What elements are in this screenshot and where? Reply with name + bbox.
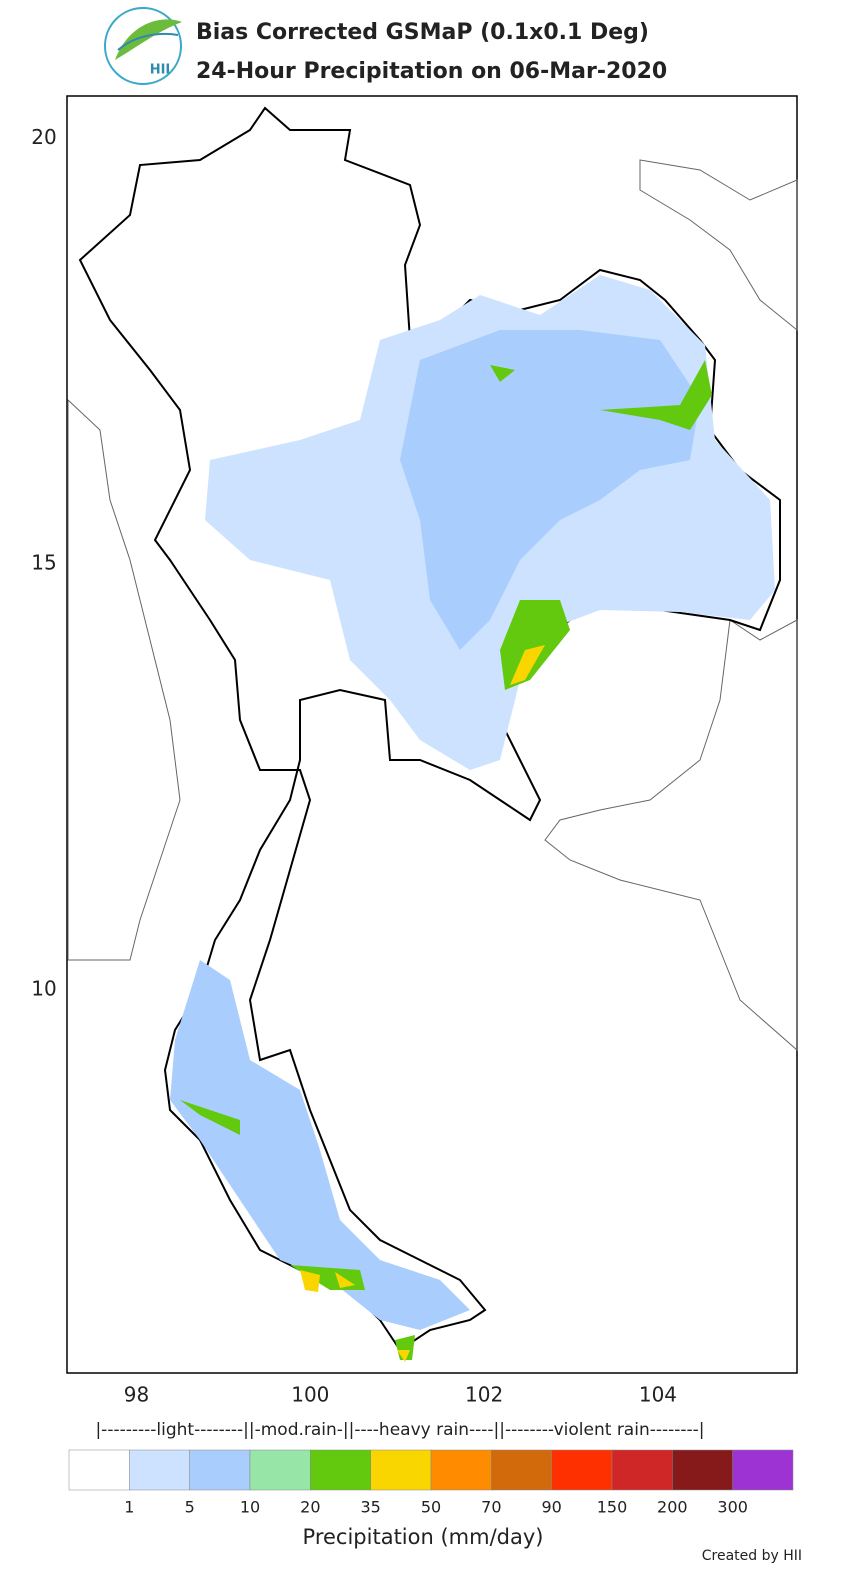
colorbar-box bbox=[551, 1449, 613, 1491]
colorbar-box bbox=[430, 1449, 492, 1491]
colorbar-tick-label: 20 bbox=[300, 1498, 320, 1517]
colorbar-box bbox=[370, 1449, 432, 1491]
colorbar-tick-label: 90 bbox=[541, 1498, 561, 1517]
y-tick-label: 10 bbox=[31, 976, 56, 1000]
colorbar-tick-label: 35 bbox=[360, 1498, 380, 1517]
colorbar-box bbox=[672, 1449, 733, 1491]
y-tick-label: 20 bbox=[31, 125, 56, 149]
colorbar-box bbox=[189, 1449, 251, 1491]
colorbar-label: Precipitation (mm/day) bbox=[303, 1525, 544, 1549]
y-tick-label: 15 bbox=[31, 551, 56, 575]
colorbar-box bbox=[68, 1449, 130, 1491]
chart-subtitle: 24-Hour Precipitation on 06-Mar-2020 bbox=[196, 59, 667, 84]
colorbar-box bbox=[310, 1449, 371, 1491]
logo-ring bbox=[104, 7, 182, 85]
colorbar-tick-label: 50 bbox=[421, 1498, 441, 1517]
map-body bbox=[67, 106, 798, 1362]
colorbar-box bbox=[732, 1449, 794, 1491]
x-tick-label: 104 bbox=[639, 1383, 677, 1407]
credit: Created by HII bbox=[702, 1548, 802, 1564]
colorbar-tick-label: 10 bbox=[240, 1498, 260, 1517]
x-tick-label: 98 bbox=[124, 1383, 149, 1407]
chart-title: Bias Corrected GSMaP (0.1x0.1 Deg) bbox=[196, 20, 649, 45]
colorbar-box bbox=[249, 1449, 311, 1491]
colorbar-tick-label: 1 bbox=[124, 1498, 134, 1517]
colorbar-box bbox=[491, 1449, 552, 1491]
neighbor-borders bbox=[67, 159, 798, 1052]
colorbar-tick-label: 5 bbox=[185, 1498, 195, 1517]
logo-leaf bbox=[115, 19, 182, 60]
rain-area-south bbox=[170, 960, 470, 1330]
logo-text: HII bbox=[150, 63, 171, 78]
colorbar-box bbox=[611, 1449, 673, 1491]
x-tick-label: 100 bbox=[291, 1383, 329, 1407]
logo-stroke bbox=[117, 32, 179, 51]
x-tick-label: 102 bbox=[465, 1383, 503, 1407]
colorbar-box bbox=[129, 1449, 190, 1491]
colorbar-tick-label: 150 bbox=[597, 1498, 628, 1517]
colorbar-tick-label: 300 bbox=[717, 1498, 748, 1517]
colorbar-tick-label: 70 bbox=[481, 1498, 501, 1517]
logo: HII bbox=[104, 7, 182, 85]
colorbar-categories: |---------light--------||-mod.rain-||---… bbox=[95, 1420, 704, 1440]
colorbar-tick-label: 200 bbox=[657, 1498, 688, 1517]
